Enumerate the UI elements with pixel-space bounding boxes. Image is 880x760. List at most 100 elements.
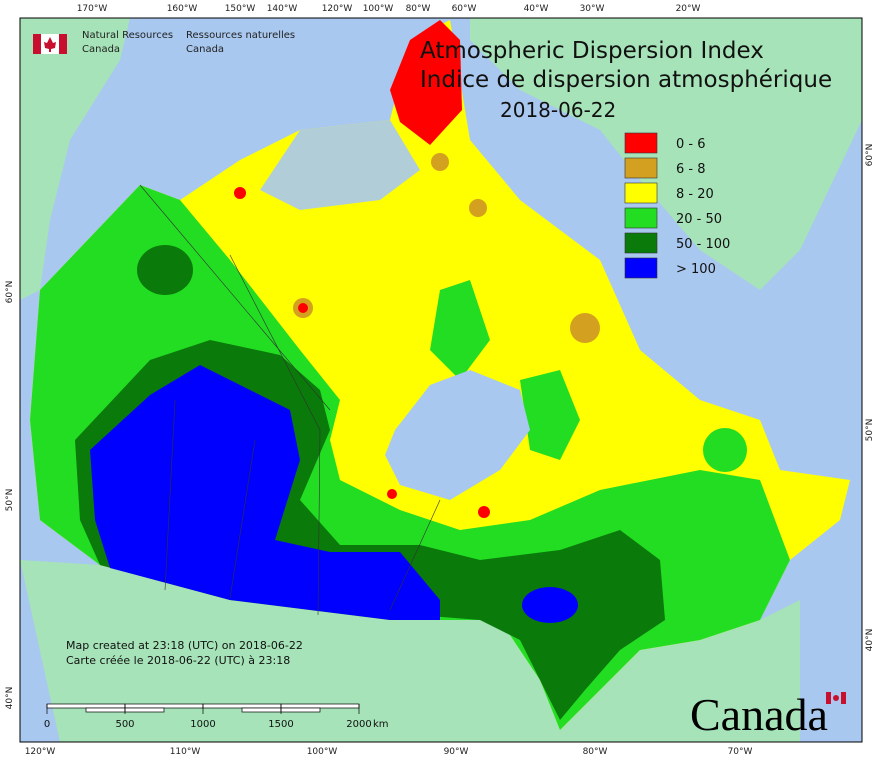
scale-label: 1500 [268,719,293,730]
legend-swatch [624,207,658,229]
lon-label: 80°W [406,4,431,14]
zone-6-8 [431,153,449,171]
lon-label: 100°W [307,747,338,757]
alaska [20,18,130,300]
scale-segment [241,707,282,713]
legend-swatch [624,182,658,204]
agency-fr: Canada [186,44,224,55]
lat-label: 40°N [865,629,875,652]
title-en: Atmospheric Dispersion Index [420,38,764,64]
lon-label: 110°W [170,747,201,757]
zone-0-6 [478,506,490,518]
title-fr: Indice de dispersion atmosphérique [420,67,832,93]
hudson-bay [385,370,530,500]
legend-label: 8 - 20 [676,187,714,202]
lon-label: 40°W [524,4,549,14]
scale-label: 0 [44,719,50,730]
zone-6-8 [570,313,600,343]
scale-segment [46,703,126,709]
zone-6-8 [469,199,487,217]
legend-swatch [624,157,658,179]
note: Map created at 23:18 (UTC) on 2018-06-22 [66,639,303,652]
lon-label: 150°W [225,4,256,14]
legend-swatch [624,232,658,254]
lon-label: 30°W [580,4,605,14]
maple-leaf [833,695,839,701]
scale-label: 500 [115,719,134,730]
lon-label: 120°W [25,747,56,757]
map-border [19,17,863,743]
title-date: 2018-06-22 [500,98,616,122]
legend-label: > 100 [676,262,716,277]
lon-label: 80°W [583,747,608,757]
legend-swatch [624,132,658,154]
scale-segment [85,707,126,713]
legend-label: 50 - 100 [676,237,730,252]
agency-en: Natural Resources [82,30,173,41]
scale-bar: 0 500 1000 1500 2000 km [44,703,389,730]
legend-swatch [624,257,658,279]
lon-label: 60°W [452,4,477,14]
title: Atmospheric Dispersion Index Indice de d… [420,38,832,122]
scale-segment [202,703,282,709]
zone-20-50 [703,428,747,472]
agency-fr: Ressources naturelles [186,30,295,41]
legend-label: 0 - 6 [676,137,706,152]
lon-label: 20°W [676,4,701,14]
flag-bar [33,34,41,54]
zone-20-50 [520,370,580,460]
legend-label: 20 - 50 [676,212,722,227]
border [229,254,321,616]
scale-label: 2000 [346,719,371,730]
scale-segment [280,703,360,709]
border [229,439,256,599]
zone-over-100 [90,365,440,620]
land [20,18,862,742]
scale-segment [124,707,165,713]
zone-over-100 [522,587,578,623]
flag-bar [841,692,846,704]
lat-label: 50°N [865,419,875,442]
agency-en: Canada [82,44,120,55]
lon-label: 160°W [167,4,198,14]
flag-bar [59,34,67,54]
zone-20-50 [430,280,490,380]
lon-label: 100°W [363,4,394,14]
legend-label: 6 - 8 [676,162,706,177]
lon-label: 70°W [728,747,753,757]
scale-segment [280,707,321,713]
lat-label: 60°N [5,281,15,304]
scale-label: 1000 [190,719,215,730]
lon-label: 120°W [322,4,353,14]
border [139,184,331,411]
scale-unit: km [373,719,389,730]
zone-0-6 [234,187,246,199]
lon-label: 140°W [267,4,298,14]
greenland [470,18,862,290]
flag-bar [826,692,831,704]
borders [139,184,441,616]
usa [20,560,800,742]
index-zones [30,20,850,730]
lat-label: 60°N [865,144,875,167]
lat-label: 40°N [5,687,15,710]
zone-0-6 [298,303,308,313]
canada-wordmark: Canada [690,689,846,740]
zone-50-100 [137,245,193,295]
arctic-channels [260,120,420,210]
note: Carte créée le 2018-06-22 (UTC) à 23:18 [66,654,290,667]
graticule-labels: 170°W 160°W 150°W 140°W 120°W 100°W 80°W… [5,4,875,757]
legend: 0 - 6 6 - 8 8 - 20 20 - 50 50 - 100 > 100 [624,132,730,279]
border [389,499,441,611]
scale-segment [124,703,204,709]
nrcan-signature: Natural Resources Canada Ressources natu… [33,30,295,55]
maple-leaf [44,37,56,52]
lat-label: 50°N [5,489,15,512]
zone-0-6 [390,20,462,145]
border [164,399,176,591]
lon-label: 90°W [444,747,469,757]
wordmark: Canada [690,689,828,740]
lon-label: 170°W [77,4,108,14]
zone-0-6 [387,489,397,499]
